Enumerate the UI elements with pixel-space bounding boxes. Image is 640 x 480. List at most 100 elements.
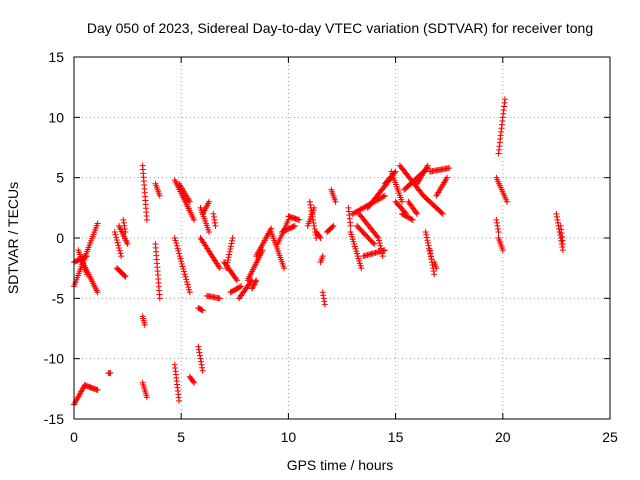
data-point [319,253,326,260]
data-point [172,237,179,244]
data-point [558,238,565,245]
y-tick-label: -5 [52,290,65,306]
data-point [212,222,219,229]
data-point [413,209,420,216]
data-point [347,222,354,229]
data-point [381,247,388,254]
data-point [439,210,446,217]
y-axis-ticks: -15 -10 -5 0 5 10 15 [44,49,610,427]
x-tick-label: 25 [602,429,618,445]
data-point [122,228,129,235]
data-point [117,250,124,257]
data-point [553,213,560,220]
data-point [371,241,378,248]
data-point [186,286,193,293]
data-point [94,387,101,394]
data-point [216,295,223,302]
data-point [121,225,128,232]
data-point [141,321,148,328]
data-point [156,295,163,302]
data-point [559,244,566,251]
data-point [321,298,328,305]
data-point [176,250,183,257]
y-tick-label: -10 [44,351,64,367]
data-point [311,204,318,211]
data-point [379,253,386,260]
data-point [210,210,217,217]
data-point [113,237,120,244]
data-point [237,283,244,290]
data-point [191,379,198,386]
data-point [181,271,188,278]
data-point [120,219,127,226]
data-point [156,192,163,199]
data-point [281,265,288,272]
data-point [178,260,185,267]
data-point [426,247,433,254]
data-point [352,209,359,216]
y-tick-label: -15 [44,411,64,427]
data-point [113,234,120,241]
y-tick-label: 15 [48,49,64,65]
data-point [223,265,230,272]
data-point [83,271,90,278]
data-point [430,268,437,275]
data-point [357,206,364,213]
data-point [444,174,451,181]
data-point [224,259,231,266]
data-point [425,242,432,249]
data-point [228,240,235,247]
data-point [446,165,453,172]
data-point [229,237,236,244]
data-point [196,352,203,359]
data-points [71,96,566,408]
data-point [354,207,361,214]
data-point [225,254,232,261]
data-point [197,355,204,362]
data-point [554,216,561,223]
data-point [378,247,385,254]
x-tick-label: 5 [177,429,185,445]
data-point [173,240,180,247]
data-point [121,272,128,279]
data-point [223,262,230,269]
data-point [116,247,123,254]
data-point [176,397,183,404]
data-point [252,278,259,285]
data-point [195,343,202,350]
data-point [379,194,386,201]
data-point [185,284,192,291]
data-point [248,285,255,292]
x-axis-ticks: 0 5 10 15 20 25 [70,57,618,445]
data-point [379,250,386,257]
data-point [251,281,258,288]
data-point [409,216,416,223]
data-point [174,245,181,252]
data-point [115,242,122,249]
data-point [493,216,500,223]
data-point [381,192,388,199]
data-point [94,220,101,227]
data-point [206,198,213,205]
data-point [427,250,434,257]
data-point [173,242,180,249]
data-point [431,271,438,278]
data-point [321,301,328,308]
data-point [427,253,434,260]
data-point [175,247,182,254]
data-point [199,364,206,371]
data-point [377,245,384,252]
data-point [199,367,206,374]
data-point [251,280,258,287]
data-point [423,234,430,241]
data-point [306,198,313,205]
data-point [559,241,566,248]
data-point [499,247,506,254]
data-point [233,277,240,284]
data-point [180,266,187,273]
data-point [422,228,429,235]
data-point [493,219,500,226]
data-point [494,222,501,229]
data-point [495,228,502,235]
